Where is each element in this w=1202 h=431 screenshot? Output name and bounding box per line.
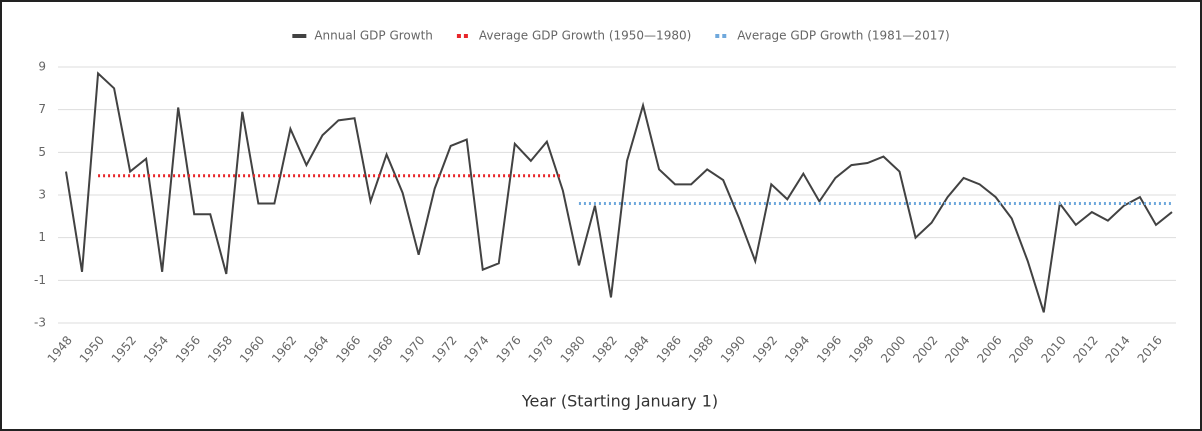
y-tick-label: 3	[38, 188, 46, 202]
x-axis-title: Year (Starting January 1)	[521, 392, 718, 411]
legend-label: Average GDP Growth (1950—1980)	[479, 29, 691, 43]
y-tick-label: -1	[34, 273, 46, 287]
legend-label: Annual GDP Growth	[314, 29, 433, 43]
legend-label: Average GDP Growth (1981—2017)	[737, 29, 949, 43]
y-tick-label: 5	[38, 145, 46, 159]
y-tick-label: 7	[38, 102, 46, 116]
legend: Annual GDP Growth Average GDP Growth (195…	[292, 29, 950, 43]
series-line	[65, 71, 1173, 313]
y-tick-label: -3	[34, 316, 46, 330]
y-tick-label: 1	[38, 230, 46, 244]
y-tick-label: 9	[38, 60, 46, 74]
